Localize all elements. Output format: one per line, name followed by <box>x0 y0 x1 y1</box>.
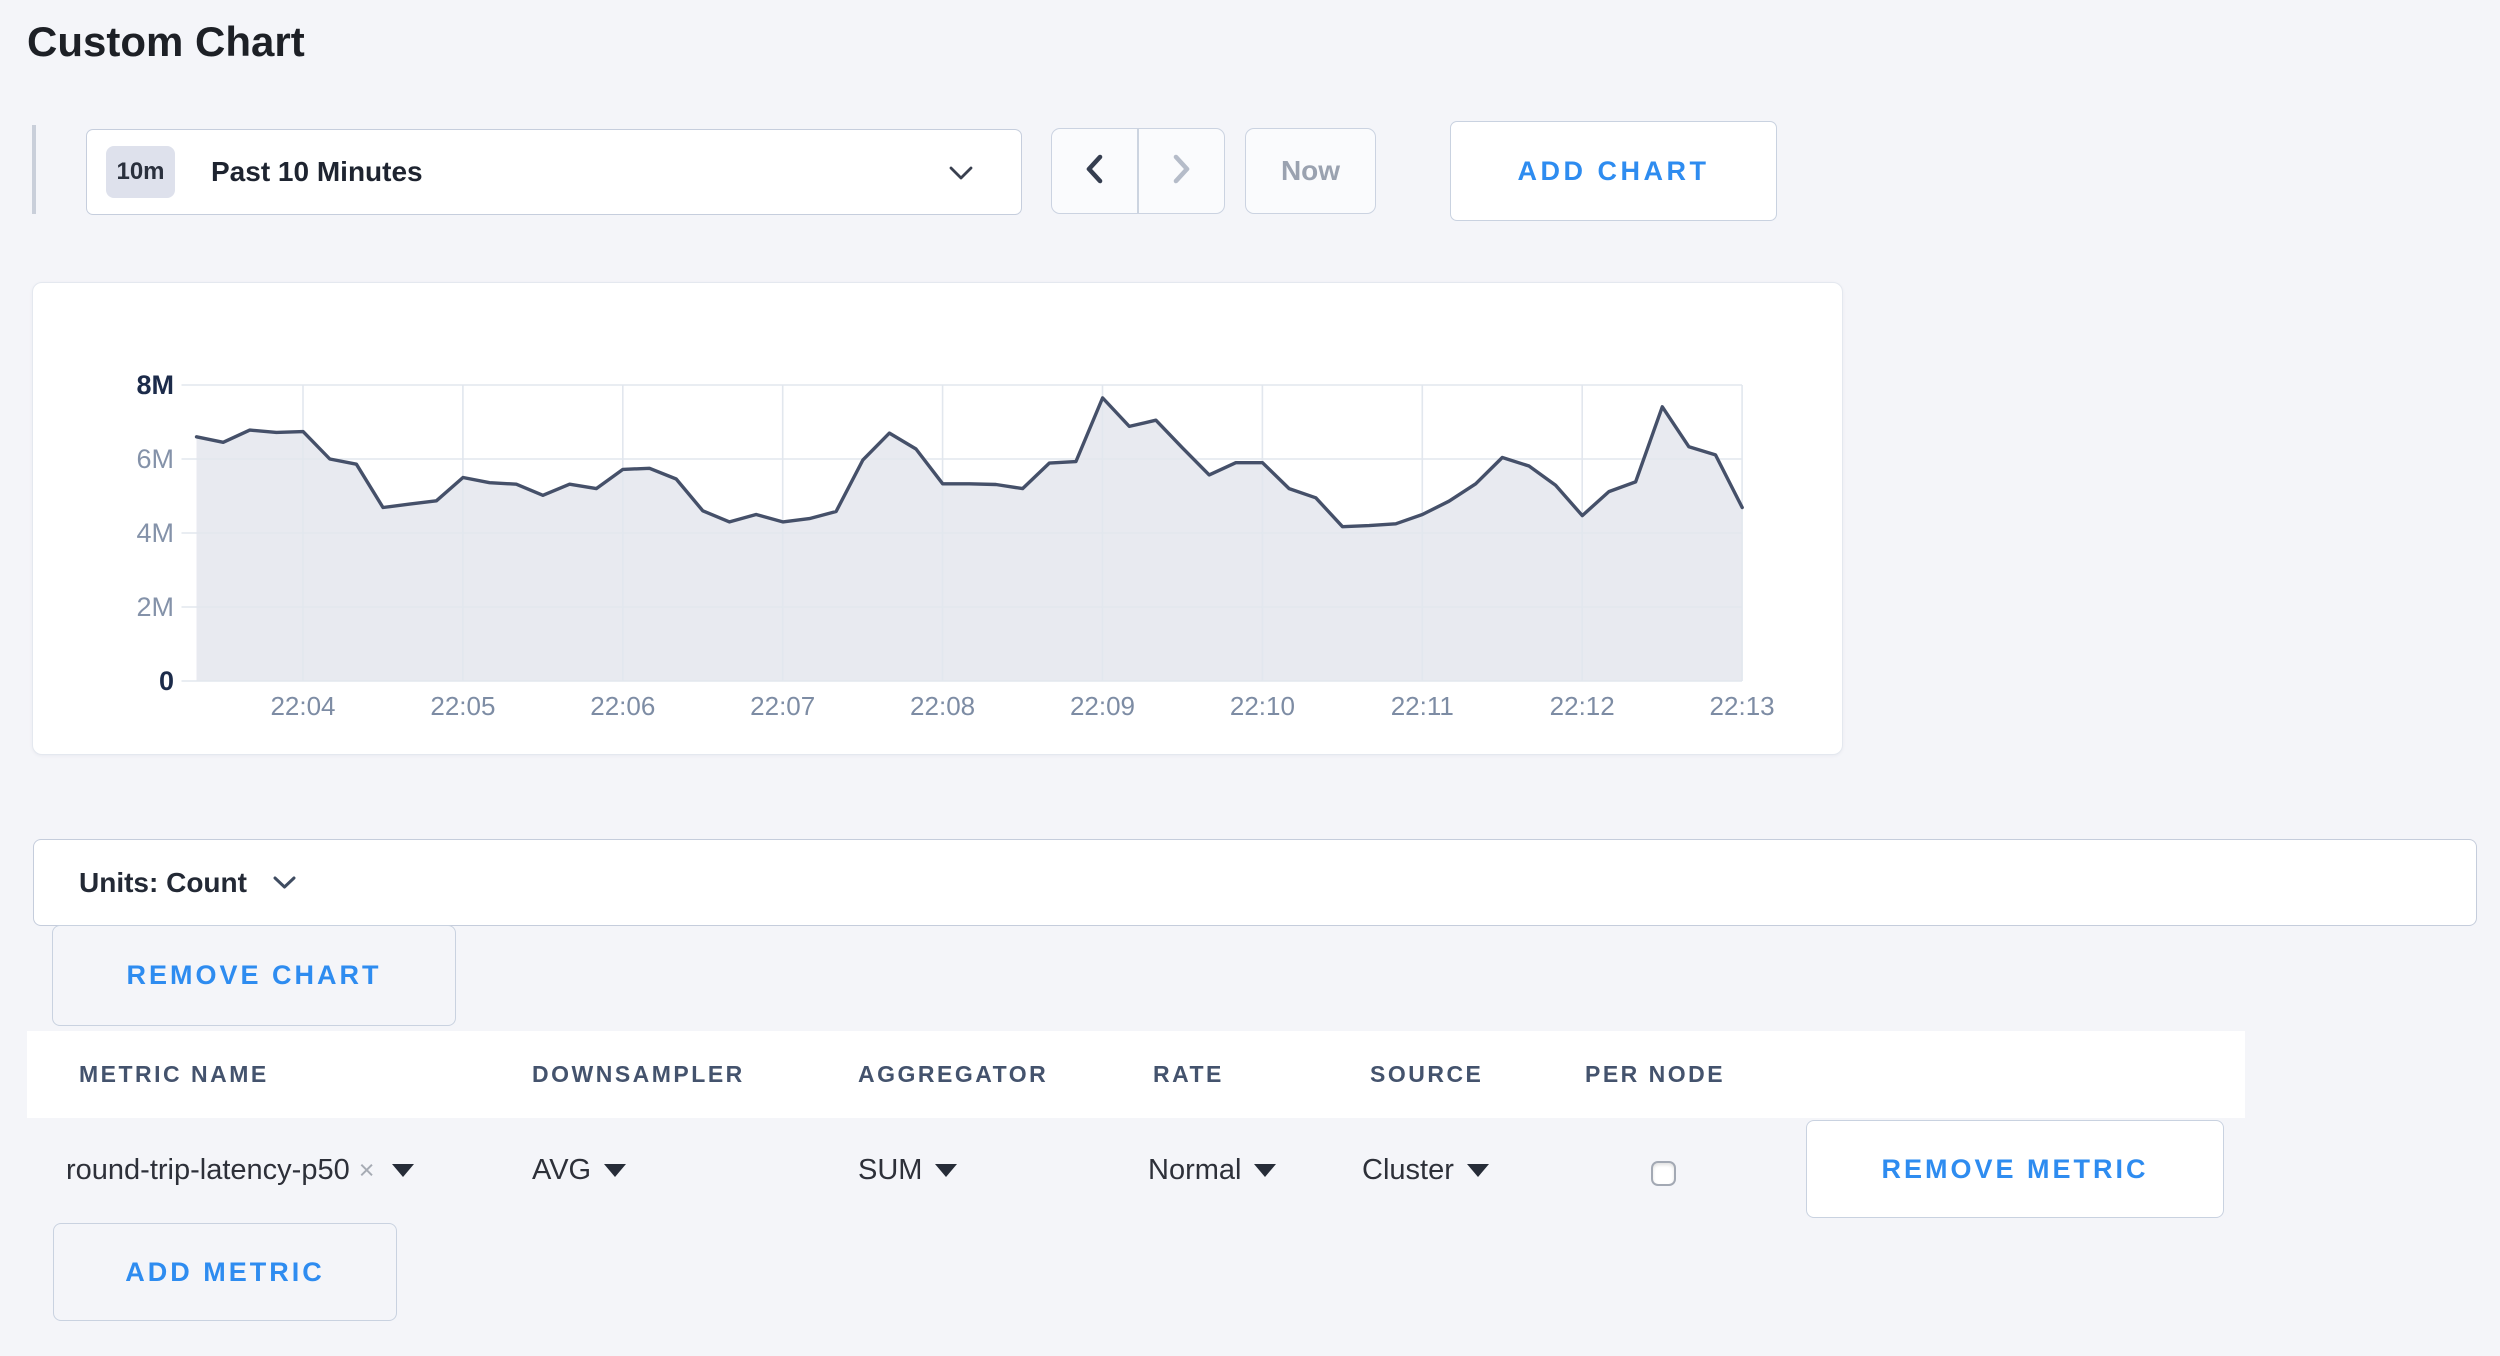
x-axis-tick-label: 22:07 <box>750 691 815 721</box>
per-node-checkbox[interactable] <box>1651 1161 1676 1186</box>
x-axis-tick-label: 22:12 <box>1550 691 1615 721</box>
nav-divider <box>1137 129 1139 213</box>
column-header-metric-name: METRIC NAME <box>79 1061 269 1087</box>
chevron-right-icon <box>1169 153 1193 190</box>
x-axis-tick-label: 22:11 <box>1391 691 1454 721</box>
x-axis-tick-label: 22:06 <box>590 691 655 721</box>
caret-down-icon <box>1466 1164 1489 1177</box>
page-title: Custom Chart <box>27 18 305 65</box>
x-axis-tick-label: 22:04 <box>270 691 335 721</box>
aggregator-value: SUM <box>858 1154 923 1186</box>
y-axis-tick-label: 6M <box>136 444 174 474</box>
source-value: Cluster <box>1362 1154 1454 1186</box>
aggregator-dropdown[interactable]: SUM <box>858 1140 958 1200</box>
chevron-left-icon <box>1083 153 1107 190</box>
chevron-down-icon <box>273 876 296 895</box>
units-dropdown-label: Units: Count <box>79 866 247 898</box>
caret-down-icon <box>935 1164 958 1177</box>
time-range-dropdown[interactable]: 10m Past 10 Minutes <box>86 129 1022 215</box>
downsampler-value: AVG <box>532 1154 592 1186</box>
rate-value: Normal <box>1148 1154 1242 1186</box>
x-axis-tick-label: 22:10 <box>1230 691 1295 721</box>
time-selector-accent-bar <box>32 125 36 214</box>
column-header-per-node: PER NODE <box>1585 1061 1726 1087</box>
source-dropdown[interactable]: Cluster <box>1362 1140 1489 1200</box>
column-header-source: SOURCE <box>1370 1061 1484 1087</box>
add-chart-button[interactable]: ADD CHART <box>1450 121 1777 221</box>
units-dropdown[interactable]: Units: Count <box>33 839 2477 926</box>
metric-name-value: round-trip-latency-p50 <box>66 1154 350 1186</box>
y-axis-tick-label: 0 <box>159 666 174 696</box>
metrics-table-header: METRIC NAME DOWNSAMPLER AGGREGATOR RATE … <box>27 1031 2245 1118</box>
chevron-down-icon <box>949 166 973 186</box>
y-axis-tick-label: 4M <box>136 518 174 548</box>
remove-chart-button[interactable]: REMOVE CHART <box>52 925 456 1026</box>
time-range-label: Past 10 Minutes <box>211 156 423 187</box>
remove-metric-button[interactable]: REMOVE METRIC <box>1806 1120 2224 1218</box>
caret-down-icon <box>604 1164 627 1177</box>
x-axis-tick-label: 22:09 <box>1070 691 1135 721</box>
rate-dropdown[interactable]: Normal <box>1148 1140 1277 1200</box>
column-header-downsampler: DOWNSAMPLER <box>532 1061 745 1087</box>
remove-token-icon[interactable]: × <box>358 1155 375 1185</box>
y-axis-tick-label: 8M <box>136 370 174 400</box>
column-header-rate: RATE <box>1153 1061 1224 1087</box>
chart-card: 0 2M 4M 6M 8M 22:04 22:05 22:06 22:07 22:08 22:09 2… <box>32 282 1843 755</box>
x-axis-tick-label: 22:13 <box>1710 691 1775 721</box>
caret-down-icon <box>392 1164 415 1177</box>
add-metric-button[interactable]: ADD METRIC <box>53 1223 397 1321</box>
next-timespan-button[interactable] <box>1139 129 1224 213</box>
prev-timespan-button[interactable] <box>1052 129 1137 213</box>
now-button[interactable]: Now <box>1245 128 1376 214</box>
time-nav-group <box>1051 128 1225 214</box>
x-axis-tick-label: 22:05 <box>430 691 495 721</box>
y-axis-tick-label: 2M <box>136 592 174 622</box>
x-axis-tick-label: 22:08 <box>910 691 975 721</box>
column-header-aggregator: AGGREGATOR <box>858 1061 1049 1087</box>
metric-name-dropdown[interactable]: round-trip-latency-p50 × <box>66 1140 415 1200</box>
timeseries-chart[interactable]: 0 2M 4M 6M 8M 22:04 22:05 22:06 22:07 22:08 22:09 2… <box>33 283 1844 756</box>
time-scale-badge: 10m <box>106 146 175 198</box>
caret-down-icon <box>1254 1164 1277 1177</box>
downsampler-dropdown[interactable]: AVG <box>532 1140 627 1200</box>
